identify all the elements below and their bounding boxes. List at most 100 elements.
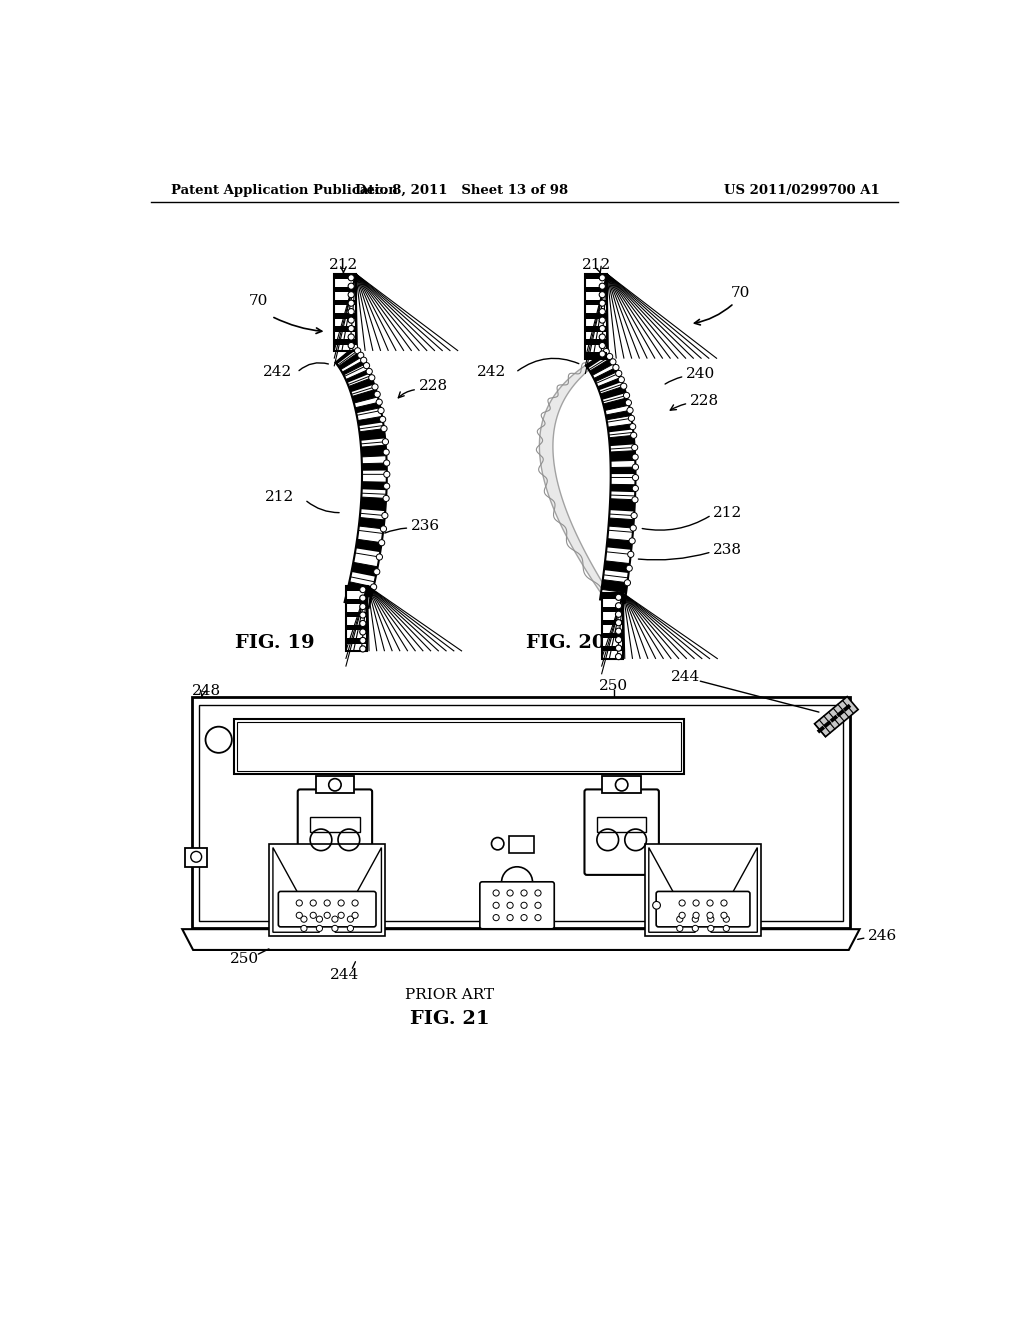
Circle shape <box>721 912 727 919</box>
Bar <box>346 586 368 591</box>
Polygon shape <box>606 539 632 550</box>
Bar <box>586 275 607 359</box>
Circle shape <box>599 284 605 289</box>
Polygon shape <box>352 389 378 403</box>
Bar <box>334 313 356 318</box>
Circle shape <box>599 317 605 323</box>
Circle shape <box>357 352 364 358</box>
Circle shape <box>301 916 307 923</box>
Circle shape <box>502 867 532 898</box>
Bar <box>334 339 356 345</box>
Bar <box>509 836 535 853</box>
Circle shape <box>535 915 541 921</box>
Circle shape <box>382 512 388 519</box>
Polygon shape <box>359 429 385 441</box>
Circle shape <box>382 438 388 445</box>
Bar <box>334 300 356 305</box>
Circle shape <box>535 903 541 908</box>
Circle shape <box>599 275 605 281</box>
Polygon shape <box>361 463 387 471</box>
Circle shape <box>632 486 638 491</box>
Polygon shape <box>610 450 635 461</box>
Bar <box>601 645 624 651</box>
Circle shape <box>708 916 714 923</box>
Bar <box>191 697 850 928</box>
Circle shape <box>359 586 366 593</box>
Text: US 2011/0299700 A1: US 2011/0299700 A1 <box>724 185 880 197</box>
Circle shape <box>633 474 639 480</box>
Circle shape <box>359 595 366 601</box>
Circle shape <box>625 579 631 586</box>
Circle shape <box>359 612 366 618</box>
Circle shape <box>380 525 387 532</box>
Text: FIG. 21: FIG. 21 <box>410 1010 489 1028</box>
Text: 212: 212 <box>713 506 742 520</box>
Polygon shape <box>346 370 370 383</box>
Circle shape <box>629 416 635 421</box>
Circle shape <box>631 432 637 438</box>
Circle shape <box>677 925 683 932</box>
Text: 228: 228 <box>690 393 719 408</box>
FancyBboxPatch shape <box>298 789 372 875</box>
Circle shape <box>190 851 202 862</box>
FancyBboxPatch shape <box>279 891 376 927</box>
Bar <box>817 726 825 734</box>
Circle shape <box>652 902 660 909</box>
Circle shape <box>507 903 513 908</box>
Bar <box>601 619 624 626</box>
Bar <box>346 612 368 618</box>
Bar <box>586 326 607 331</box>
Circle shape <box>347 916 353 923</box>
Bar <box>601 607 624 612</box>
Circle shape <box>384 483 390 490</box>
Circle shape <box>324 912 331 919</box>
Circle shape <box>615 603 622 609</box>
Circle shape <box>521 915 527 921</box>
Circle shape <box>615 371 622 376</box>
FancyBboxPatch shape <box>585 789 658 875</box>
Text: Patent Application Publication: Patent Application Publication <box>171 185 397 197</box>
Bar <box>269 843 385 936</box>
Circle shape <box>535 890 541 896</box>
Circle shape <box>708 925 714 932</box>
Circle shape <box>374 391 380 397</box>
Circle shape <box>631 512 637 519</box>
Text: 244: 244 <box>672 669 700 684</box>
Circle shape <box>629 537 635 544</box>
Circle shape <box>383 449 389 455</box>
Bar <box>601 632 624 638</box>
Circle shape <box>493 890 500 896</box>
Text: 250: 250 <box>599 678 629 693</box>
Polygon shape <box>336 347 356 364</box>
Bar <box>334 275 356 280</box>
Circle shape <box>359 620 366 627</box>
Bar <box>601 594 624 599</box>
Circle shape <box>692 925 698 932</box>
Circle shape <box>693 912 699 919</box>
Circle shape <box>316 916 323 923</box>
Polygon shape <box>607 424 633 433</box>
Text: 70: 70 <box>249 294 268 308</box>
Text: 240: 240 <box>686 367 715 381</box>
Circle shape <box>332 925 338 932</box>
Polygon shape <box>540 359 611 597</box>
Circle shape <box>367 368 373 375</box>
Polygon shape <box>604 561 630 573</box>
Text: 238: 238 <box>713 543 742 557</box>
Polygon shape <box>347 582 374 598</box>
Circle shape <box>707 900 713 906</box>
Circle shape <box>615 779 628 791</box>
Polygon shape <box>357 416 383 426</box>
Circle shape <box>521 890 527 896</box>
Circle shape <box>348 326 354 331</box>
Circle shape <box>492 837 504 850</box>
Bar <box>346 626 368 631</box>
Text: PRIOR ART: PRIOR ART <box>406 989 495 1002</box>
Circle shape <box>377 554 383 560</box>
Circle shape <box>609 359 616 364</box>
Circle shape <box>301 925 307 932</box>
Circle shape <box>324 900 331 906</box>
Text: 212: 212 <box>329 257 358 272</box>
Text: Dec. 8, 2011   Sheet 13 of 98: Dec. 8, 2011 Sheet 13 of 98 <box>354 185 568 197</box>
Polygon shape <box>182 929 859 950</box>
